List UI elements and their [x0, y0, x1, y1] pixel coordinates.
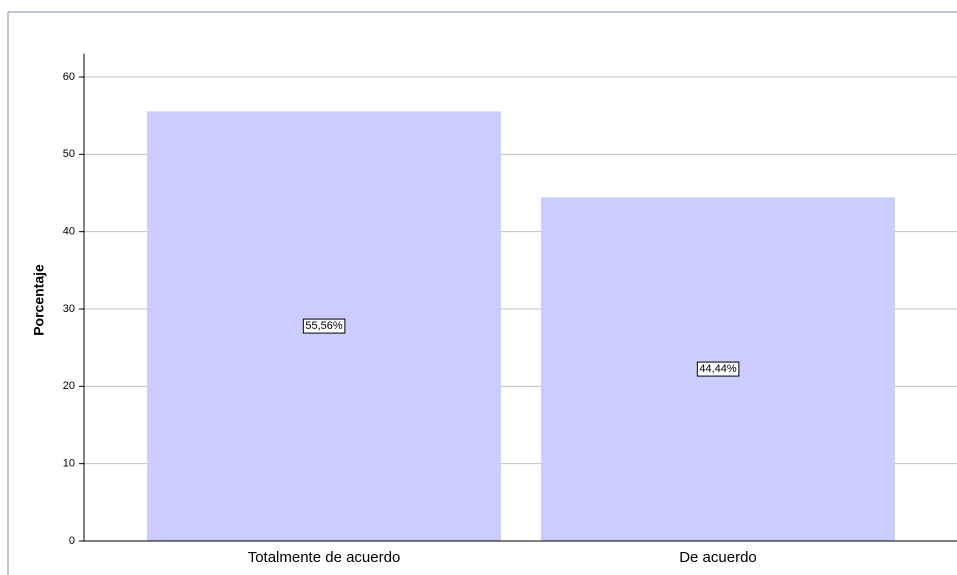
- y-tick-label: 0: [69, 535, 75, 547]
- label-box: [302, 318, 346, 334]
- y-tick-label: 20: [63, 380, 75, 392]
- y-axis-label: Porcentaje: [31, 264, 47, 336]
- y-tick-label: 10: [63, 458, 75, 470]
- x-tick-label: De acuerdo: [679, 549, 757, 566]
- label-box: [696, 361, 740, 377]
- value-label: 55,56%: [305, 320, 343, 332]
- y-tick-label: 30: [63, 303, 75, 315]
- y-tick-label: 40: [63, 226, 75, 238]
- value-label: 44,44%: [699, 363, 737, 375]
- x-tick-label: Totalmente de acuerdo: [248, 549, 401, 566]
- y-tick-label: 50: [63, 148, 75, 160]
- y-tick-label: 60: [63, 71, 75, 83]
